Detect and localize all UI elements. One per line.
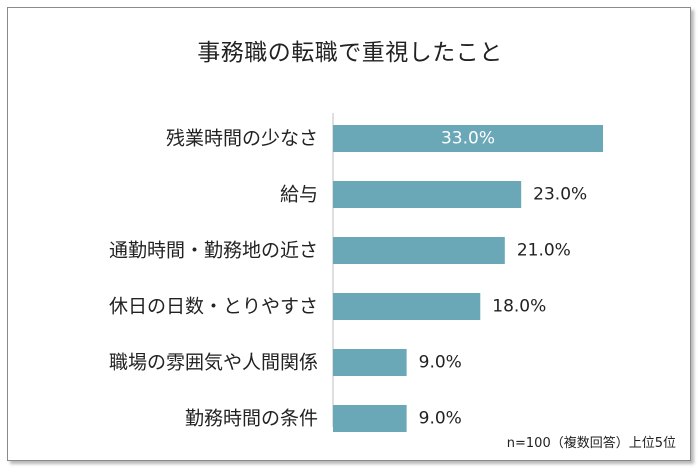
value-label-2: 21.0% (517, 241, 571, 261)
chart-title: 事務職の転職で重視したこと (197, 40, 503, 66)
value-label-3: 18.0% (492, 297, 546, 317)
category-label-3: 休日の日数・とりやすさ (109, 296, 318, 318)
value-label-1: 23.0% (533, 185, 587, 205)
value-label-0: 33.0% (441, 129, 495, 149)
category-label-0: 残業時間の少なさ (166, 128, 318, 150)
value-label-4: 9.0% (419, 353, 462, 373)
category-label-1: 給与 (280, 184, 318, 206)
category-label-4: 職場の雰囲気や人間関係 (109, 352, 318, 374)
value-label-5: 9.0% (419, 409, 462, 429)
bar-5 (333, 405, 407, 432)
bar-3 (333, 293, 481, 320)
category-label-2: 通勤時間・勤務地の近さ (109, 240, 318, 262)
bar-2 (333, 237, 505, 264)
chart-frame (7, 7, 691, 461)
category-label-5: 勤務時間の条件 (185, 408, 318, 430)
bar-1 (333, 181, 522, 208)
bar-4 (333, 349, 407, 376)
footnote: n=100（複数回答）上位5位 (506, 436, 676, 451)
bar-0 (333, 125, 603, 152)
